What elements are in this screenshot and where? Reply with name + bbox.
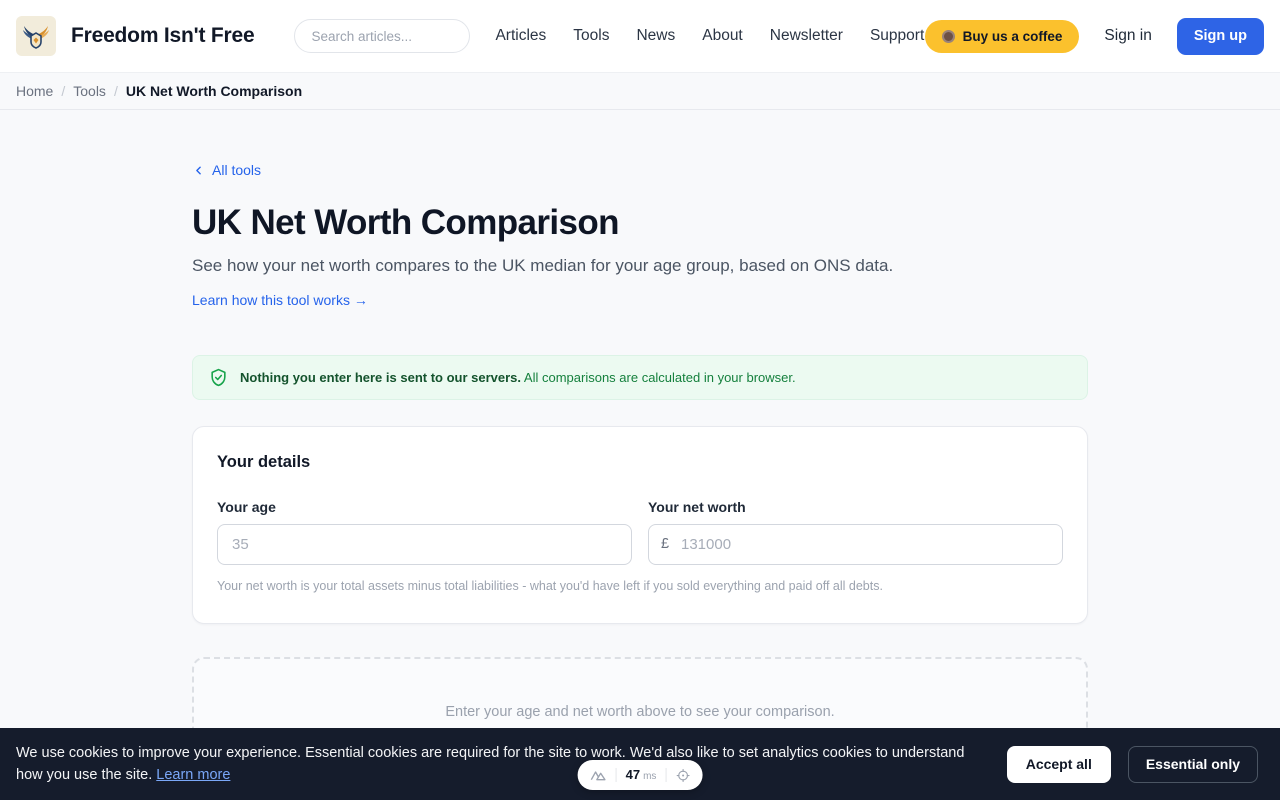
pill-divider [615,768,617,782]
chevron-left-icon [196,166,201,174]
brand-home-link[interactable]: Freedom Isn't Free [16,16,255,56]
cookie-learn-more-link[interactable]: Learn more [156,767,231,783]
coffee-cup-icon [941,29,955,43]
networth-input[interactable] [648,523,1063,565]
main-content: All tools UK Net Worth Comparison See ho… [192,110,1088,800]
your-details-card: Your details Your age Your net worth £ Y… [192,425,1088,624]
details-form-grid: Your age Your net worth £ [217,499,1063,565]
age-input[interactable] [217,523,632,565]
shield-check-icon [211,368,226,386]
main-nav: Articles Tools News About Newsletter Sup… [495,27,924,45]
mountains-logo-icon[interactable] [590,768,607,782]
privacy-notice-strong: Nothing you enter here is sent to our se… [240,369,522,385]
sign-in-link[interactable]: Sign in [1104,27,1152,44]
site-header: Freedom Isn't Free Articles Tools News A… [0,0,1280,73]
accept-all-button[interactable]: Accept all [1006,745,1111,783]
brand-title: Freedom Isn't Free [71,24,255,47]
networth-helper-text: Your net worth is your total assets minu… [217,578,883,593]
site-logo-icon [16,16,56,56]
age-field-group: Your age [217,499,632,565]
nav-link-newsletter[interactable]: Newsletter [769,27,843,44]
search-input[interactable] [294,19,471,53]
page-subtitle: See how your net worth compares to the U… [192,255,894,275]
cookie-banner-text: We use cookies to improve your experienc… [16,742,983,786]
breadcrumb-current-page: UK Net Worth Comparison [125,83,303,99]
networth-field-label: Your net worth [648,498,746,515]
all-tools-label: All tools [212,162,262,178]
nav-link-news[interactable]: News [636,27,676,44]
buy-coffee-label: Buy us a coffee [962,28,1063,44]
sign-up-button[interactable]: Sign up [1176,17,1264,55]
latency-value: 47 [625,767,641,782]
breadcrumb-separator: / [113,83,118,99]
breadcrumb-home-link[interactable]: Home [16,83,54,99]
nav-link-articles[interactable]: Articles [495,27,547,44]
cookie-actions: Accept all Essential only [1006,745,1258,783]
header-right: Buy us a coffee Sign in Sign up [924,17,1264,55]
nav-link-support[interactable]: Support [869,27,925,44]
latency-readout: 47 ms [626,766,657,784]
latency-unit: ms [643,771,657,782]
details-card-heading: Your details [217,452,311,471]
all-tools-back-link[interactable]: All tools [192,162,261,178]
learn-how-link[interactable]: Learn how this tool works → [192,291,368,308]
page-title: UK Net Worth Comparison [192,202,620,242]
networth-input-wrap: £ [648,523,1063,565]
breadcrumb-separator: / [61,83,66,99]
privacy-notice-rest: All comparisons are calculated in your b… [523,369,796,385]
cookie-text-body: We use cookies to improve your experienc… [16,745,965,783]
crosshair-target-icon[interactable] [675,768,690,783]
buy-coffee-button[interactable]: Buy us a coffee [924,19,1080,53]
cookie-banner: We use cookies to improve your experienc… [0,728,1280,800]
privacy-notice-text: Nothing you enter here is sent to our se… [240,370,796,385]
nav-link-tools[interactable]: Tools [573,27,610,44]
breadcrumb-tools-link[interactable]: Tools [73,83,106,99]
nav-link-about[interactable]: About [702,27,743,44]
privacy-notice: Nothing you enter here is sent to our se… [192,354,1088,400]
empty-state-message: Enter your age and net worth above to se… [445,703,835,720]
age-field-label: Your age [217,498,276,515]
breadcrumb: Home / Tools / UK Net Worth Comparison [0,73,1280,110]
networth-field-group: Your net worth £ [648,499,1063,565]
perf-toolbar-pill[interactable]: 47 ms [577,760,703,790]
pill-divider [665,768,667,782]
essential-only-button[interactable]: Essential only [1127,745,1258,783]
search-wrap [294,19,471,53]
